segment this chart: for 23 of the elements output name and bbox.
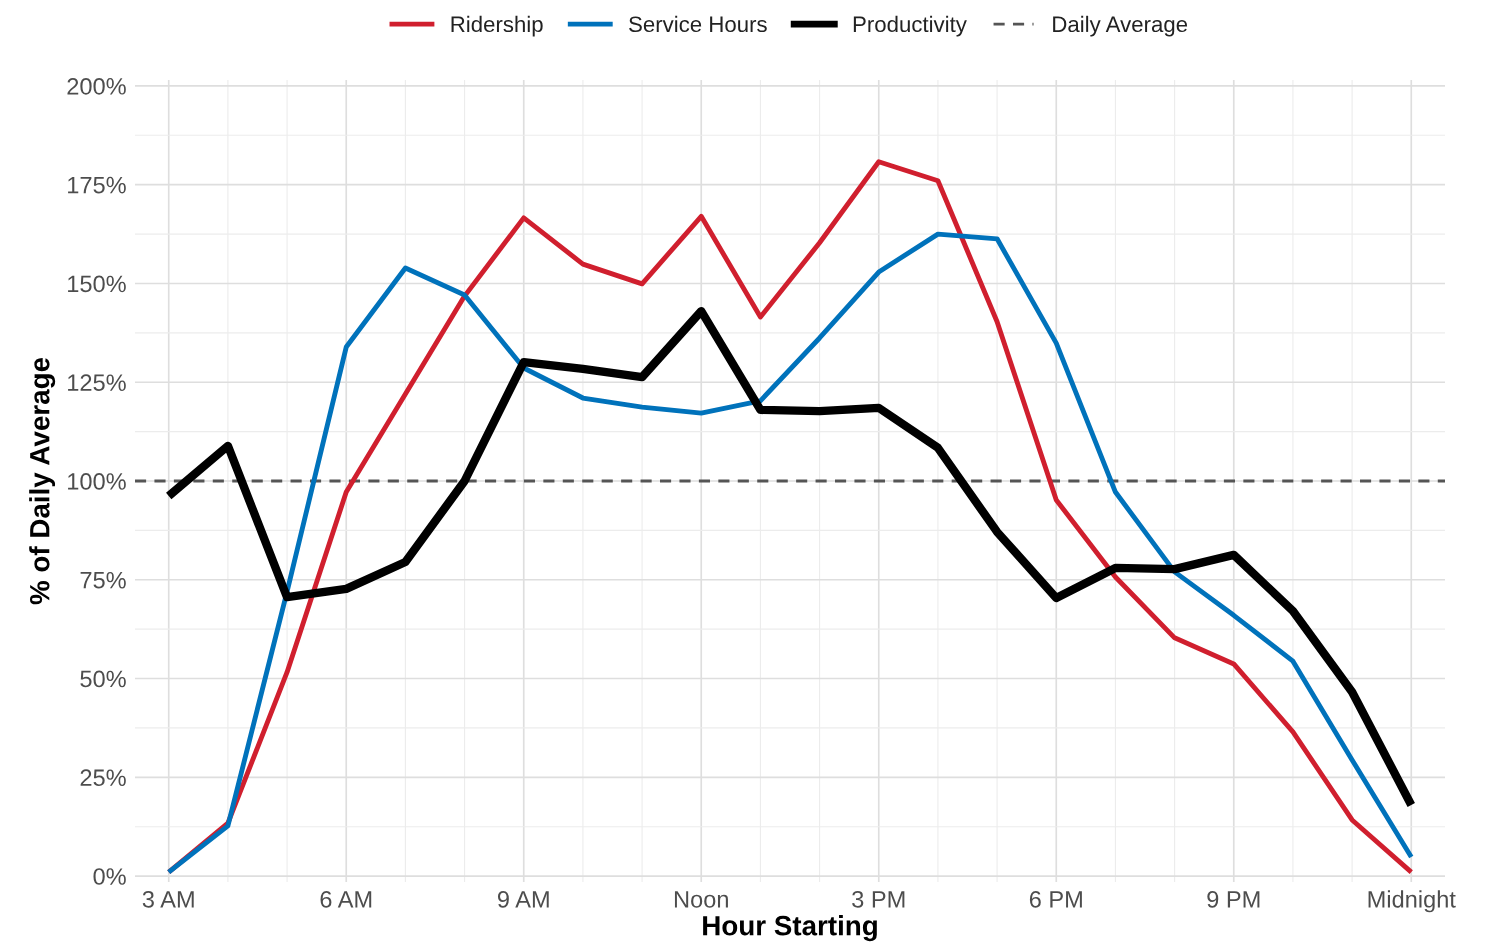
y-tick-label: 0% (93, 868, 126, 885)
x-tick-label: 9 PM (1207, 890, 1260, 908)
x-tick-label: 6 PM (1029, 890, 1082, 908)
y-tick-label: 50% (80, 670, 126, 688)
y-tick-label: 150% (68, 275, 126, 293)
x-tick-label: 9 AM (497, 890, 549, 908)
y-tick-label: 175% (68, 176, 126, 194)
legend-label: Ridership (451, 15, 543, 37)
x-tick-label: Midnight (1368, 890, 1456, 913)
x-tick-label: 6 AM (320, 890, 372, 908)
y-tick-label: 125% (68, 374, 126, 392)
y-tick-label: 200% (67, 77, 126, 95)
y-tick-label: 100% (68, 473, 126, 490)
x-tick-label: 3 PM (852, 890, 905, 908)
y-tick-label: 75% (80, 571, 126, 589)
legend-label: Service Hours (629, 15, 767, 33)
legend-label: Daily Average (1053, 15, 1188, 37)
legend-label: Productivity (853, 15, 967, 37)
x-tick-label: Noon (674, 891, 728, 908)
y-tick-label: 25% (80, 769, 126, 787)
y-axis-title: % of Daily Average (29, 357, 56, 605)
x-axis-title: Hour Starting (703, 915, 877, 942)
x-tick-label: 3 AM (142, 890, 194, 908)
